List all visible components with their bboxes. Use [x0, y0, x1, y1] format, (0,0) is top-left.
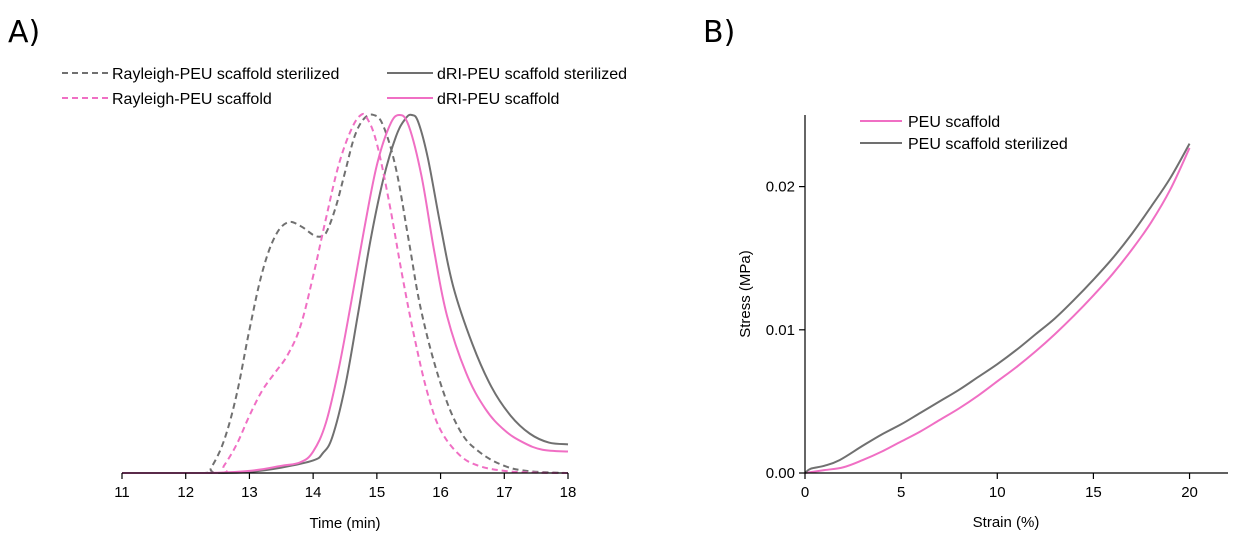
x-tick-label: 10 — [989, 484, 1006, 501]
panel-a-legend: Rayleigh-PEU scaffold sterilized dRI-PEU … — [62, 66, 627, 108]
series-line-peu-scaffold — [804, 147, 1191, 474]
series-line-dri-peu-scaffold-sterilized — [122, 113, 569, 475]
legend-item-peu-scaffold: PEU scaffold — [860, 114, 1000, 131]
legend-item-dri-peu-scaffold: dRI-PEU scaffold — [387, 91, 559, 108]
y-tick-label: 0.02 — [766, 179, 795, 196]
x-tick-label: 17 — [496, 484, 513, 501]
panel-a-x-ticks: 11 12 13 14 15 16 17 18 — [114, 473, 576, 501]
y-tick-label: 0.01 — [766, 322, 795, 339]
legend-label: dRI-PEU scaffold sterilized — [437, 66, 627, 83]
panel-b-series — [804, 143, 1191, 474]
legend-label: PEU scaffold sterilized — [908, 136, 1068, 153]
panel-a-label: A) — [8, 15, 40, 50]
panel-b-y-axis-title: Stress (MPa) — [737, 250, 754, 338]
x-tick-label: 13 — [241, 484, 258, 501]
y-tick-label: 0.00 — [766, 465, 795, 482]
x-tick-label: 20 — [1181, 484, 1198, 501]
x-tick-label: 12 — [177, 484, 194, 501]
legend-item-rayleigh-peu-scaffold-sterilized: Rayleigh-PEU scaffold sterilized — [62, 66, 339, 83]
panel-b-y-ticks: 0.00 0.01 0.02 — [766, 179, 805, 482]
x-tick-label: 16 — [432, 484, 449, 501]
series-line-rayleigh-peu-scaffold — [122, 112, 569, 475]
legend-label: dRI-PEU scaffold — [437, 91, 559, 108]
panel-a-x-axis-title: Time (min) — [309, 515, 380, 532]
legend-label: Rayleigh-PEU scaffold — [112, 91, 272, 108]
legend-label: Rayleigh-PEU scaffold sterilized — [112, 66, 339, 83]
x-tick-label: 15 — [369, 484, 386, 501]
panel-b-x-axis-title: Strain (%) — [973, 514, 1040, 531]
x-tick-label: 14 — [305, 484, 322, 501]
legend-item-dri-peu-scaffold-sterilized: dRI-PEU scaffold sterilized — [387, 66, 627, 83]
panel-b: B) PEU scaffold PEU scaffold sterilized 0… — [703, 15, 1228, 531]
series-line-rayleigh-peu-scaffold-sterilized — [122, 113, 569, 475]
panel-a: A) Rayleigh-PEU scaffold sterilized dRI-P… — [8, 15, 627, 532]
x-tick-label: 0 — [801, 484, 809, 501]
panel-b-x-ticks: 0 5 10 15 20 — [801, 473, 1198, 501]
series-line-peu-scaffold-sterilized — [804, 143, 1191, 474]
panel-a-series — [122, 112, 569, 475]
x-tick-label: 15 — [1085, 484, 1102, 501]
x-tick-label: 5 — [897, 484, 905, 501]
panel-b-legend: PEU scaffold PEU scaffold sterilized — [860, 114, 1068, 153]
x-tick-label: 18 — [560, 484, 577, 501]
legend-label: PEU scaffold — [908, 114, 1000, 131]
panel-b-label: B) — [703, 15, 735, 50]
legend-item-rayleigh-peu-scaffold: Rayleigh-PEU scaffold — [62, 91, 272, 108]
x-tick-label: 11 — [114, 484, 130, 501]
series-line-dri-peu-scaffold — [122, 113, 569, 475]
legend-item-peu-scaffold-sterilized: PEU scaffold sterilized — [860, 136, 1068, 153]
